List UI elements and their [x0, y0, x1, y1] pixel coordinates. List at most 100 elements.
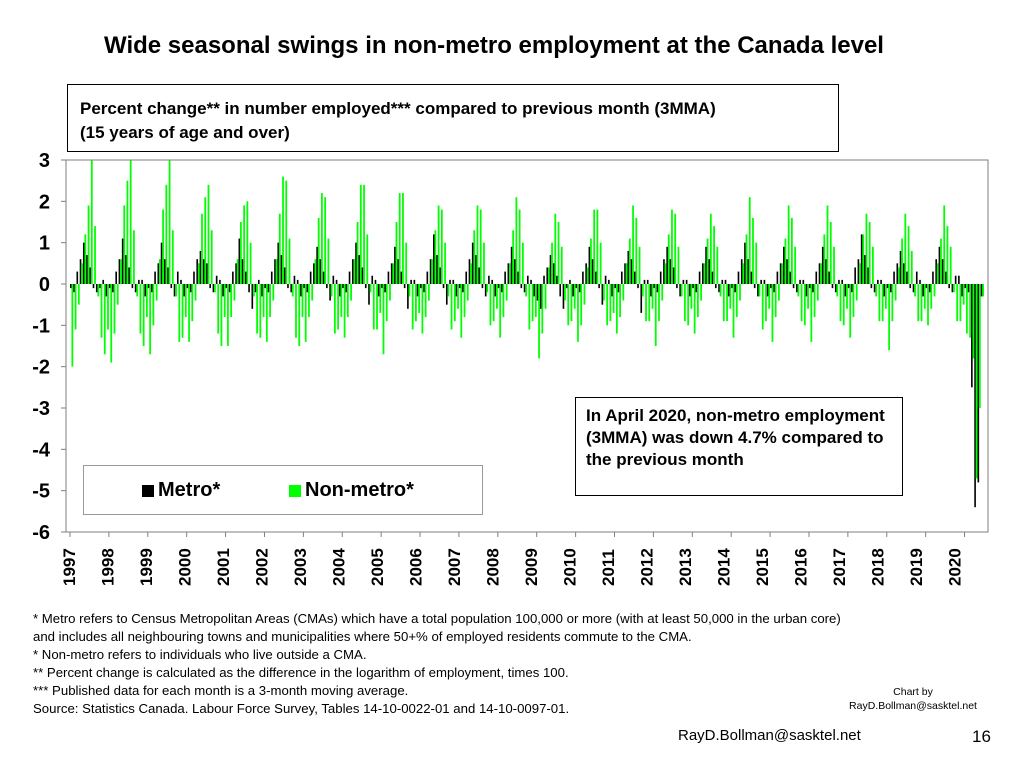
- metro-bar: [452, 279, 455, 284]
- metro-bar: [89, 267, 92, 284]
- metro-bar: [364, 284, 367, 289]
- non-metro-bar: [158, 259, 161, 284]
- metro-bar: [225, 284, 228, 289]
- metro-bar: [189, 284, 192, 293]
- non-metro-bar: [612, 284, 615, 313]
- metro-bar: [954, 275, 957, 284]
- non-metro-bar: [949, 246, 952, 284]
- non-metro-bar: [596, 209, 599, 284]
- non-metro-bar: [560, 246, 563, 284]
- non-metro-bar: [606, 284, 609, 326]
- non-metro-bar: [230, 284, 233, 318]
- metro-bar: [951, 284, 954, 293]
- metro-bar: [595, 271, 597, 284]
- non-metro-bar: [619, 284, 621, 318]
- non-metro-bar: [729, 284, 732, 309]
- non-metro-bar: [479, 209, 482, 284]
- metro-bar: [565, 284, 568, 289]
- metro-bar: [896, 263, 899, 284]
- non-metro-bar: [648, 284, 651, 322]
- legend: Metro* Non-metro*: [83, 465, 483, 515]
- non-metro-bar: [398, 193, 401, 284]
- metro-bar: [818, 263, 821, 284]
- x-tick-label: 1999: [137, 548, 156, 586]
- metro-bar: [899, 250, 902, 284]
- author-email: RayD.Bollman@sasktel.net: [678, 727, 861, 744]
- page-number: 16: [972, 727, 991, 746]
- non-metro-bar: [509, 263, 511, 284]
- y-tick-label: 1: [39, 233, 50, 255]
- metro-bar: [841, 279, 844, 284]
- non-metro-bar: [664, 263, 667, 284]
- non-metro-bar: [661, 284, 664, 301]
- metro-bar: [961, 284, 963, 297]
- non-metro-bar: [735, 284, 738, 318]
- metro-bar: [523, 284, 526, 293]
- non-metro-bar: [684, 284, 686, 322]
- metro-bar: [915, 271, 918, 284]
- non-metro-bar: [217, 284, 220, 334]
- non-metro-bar: [755, 242, 758, 284]
- non-metro-bar: [427, 284, 430, 301]
- non-metro-bar: [525, 284, 527, 297]
- non-metro-bar: [512, 230, 515, 284]
- metro-bar: [977, 284, 980, 483]
- metro-bar: [932, 271, 934, 284]
- non-metro-bar: [288, 238, 291, 284]
- metro-bar: [387, 271, 390, 284]
- metro-bar: [530, 279, 532, 284]
- metro-bar: [812, 284, 814, 293]
- x-tick-label: 1997: [60, 548, 79, 586]
- non-metro-bar: [421, 284, 424, 334]
- metro-bar: [630, 259, 633, 284]
- y-tick-label: 0: [39, 274, 50, 296]
- non-metro-bar: [622, 284, 625, 301]
- metro-bar: [228, 284, 231, 293]
- metro-bar: [873, 284, 876, 293]
- metro-bar: [909, 284, 912, 289]
- metro-bar: [484, 284, 487, 297]
- metro-bar: [666, 246, 668, 284]
- non-metro-bar: [943, 205, 946, 284]
- x-tick-label: 2018: [869, 548, 888, 586]
- non-metro-bar: [586, 267, 589, 284]
- subtitle-box: Percent change** in number employed*** c…: [67, 84, 839, 152]
- metro-bar: [611, 284, 613, 297]
- non-metro-bar: [635, 217, 638, 284]
- metro-bar: [238, 238, 241, 284]
- metro-bar: [433, 234, 435, 284]
- non-metro-bar: [823, 234, 826, 284]
- metro-bar: [627, 250, 630, 284]
- non-metro-bar: [570, 284, 573, 322]
- metro-bar: [763, 279, 766, 284]
- non-metro-bar: [852, 284, 855, 318]
- metro-bar: [300, 284, 302, 297]
- non-metro-bar: [703, 263, 706, 284]
- non-metro-bar: [110, 284, 113, 363]
- non-metro-bar: [628, 238, 631, 284]
- non-metro-bar: [726, 284, 728, 322]
- metro-bar: [458, 284, 461, 289]
- metro-bar: [575, 284, 578, 289]
- metro-bar: [559, 284, 562, 297]
- x-tick-label: 2016: [792, 548, 811, 586]
- non-metro-bar: [444, 242, 446, 284]
- metro-bar: [510, 246, 513, 284]
- non-metro-bar: [593, 209, 596, 284]
- x-tick-label: 2000: [176, 548, 195, 586]
- non-metro-bar: [833, 246, 835, 284]
- metro-bar: [138, 279, 140, 284]
- non-metro-bar: [492, 284, 495, 322]
- metro-bar: [604, 275, 607, 284]
- non-metro-bar: [142, 284, 145, 346]
- metro-bar: [750, 271, 753, 284]
- metro-bar: [245, 271, 247, 284]
- metro-bar: [614, 284, 617, 289]
- metro-bar: [507, 263, 510, 284]
- metro-bar: [339, 284, 341, 297]
- metro-bar: [144, 284, 147, 297]
- non-metro-bar: [502, 284, 505, 318]
- metro-bar: [384, 284, 387, 293]
- metro-bar: [481, 284, 484, 289]
- metro-bar: [860, 234, 863, 284]
